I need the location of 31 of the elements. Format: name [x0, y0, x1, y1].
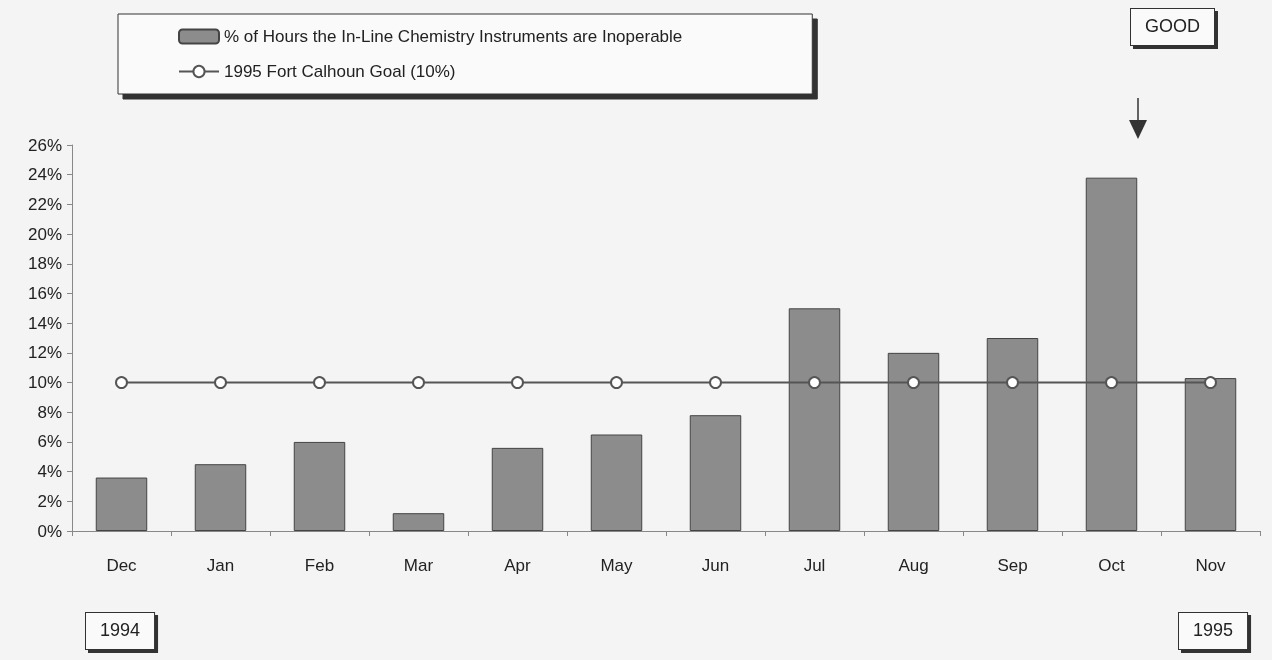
y-tick-label: 8% [37, 402, 62, 422]
y-tick-label: 22% [27, 194, 62, 214]
y-tick-label: 24% [27, 165, 62, 185]
y-tick-label: 18% [27, 254, 62, 274]
y-tick-label: 10% [27, 373, 62, 393]
x-tick-label: Apr [504, 556, 532, 575]
x-tick-label: May [600, 556, 634, 575]
text: GOOD [1145, 16, 1201, 36]
x-tick-label: Nov [1195, 556, 1227, 575]
y-tick-label: 14% [27, 313, 62, 333]
legend-label: % of Hours the In-Line Chemistry Instruments are Inoperable [224, 27, 683, 46]
x-tick-label: Feb [304, 556, 335, 575]
x-tick-label: Jun [701, 556, 730, 575]
text: 1995 [1193, 620, 1234, 640]
y-tick-label: 12% [27, 343, 62, 363]
y-tick-label: 20% [27, 224, 62, 244]
text: 1994 [100, 620, 141, 640]
legend-label: 1995 Fort Calhoun Goal (10%) [224, 62, 456, 81]
y-tick-label: 6% [37, 432, 62, 452]
x-tick-label: Aug [898, 556, 929, 575]
x-tick-label: Mar [403, 556, 434, 575]
x-tick-label: Oct [1098, 556, 1125, 575]
y-tick-label: 16% [27, 283, 62, 303]
x-tick-label: Dec [106, 556, 138, 575]
x-tick-label: Jan [206, 556, 235, 575]
y-tick-label: 26% [27, 135, 62, 155]
y-tick-label: 4% [37, 462, 62, 482]
y-tick-label: 0% [37, 521, 62, 541]
x-tick-label: Jul [803, 556, 826, 575]
y-tick-label: 2% [37, 491, 62, 511]
x-tick-label: Sep [997, 556, 1028, 575]
